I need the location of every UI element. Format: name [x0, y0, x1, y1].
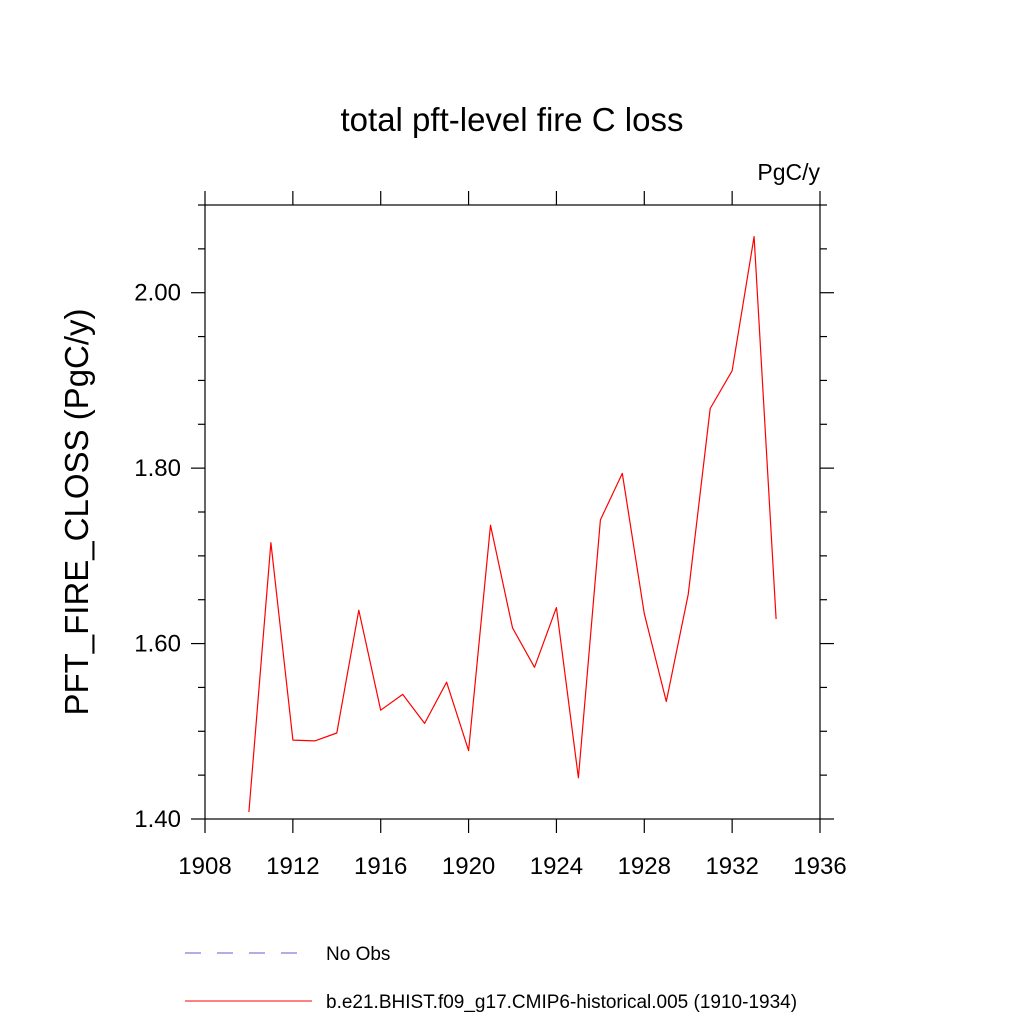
plot-frame: [204, 204, 821, 820]
y-tick-label: 1.60: [134, 631, 181, 658]
series-line: [248, 236, 777, 813]
units-label: PgC/y: [757, 159, 820, 185]
legend-label: No Obs: [326, 944, 390, 965]
x-tick-label: 1912: [266, 853, 319, 880]
x-tick-label: 1920: [442, 853, 495, 880]
axis-ticks: 1908 1912 1916 1920 1924 1928 1932 1936 1.40 1.60…: [134, 191, 847, 880]
y-tick-label: 1.40: [134, 806, 181, 833]
y-tick-label: 2.00: [134, 280, 181, 307]
legend-label: b.e21.BHIST.f09_g17.CMIP6-historical.005…: [326, 992, 797, 1013]
x-tick-label: 1936: [793, 853, 846, 880]
x-tick-label: 1924: [530, 853, 583, 880]
x-tick-label: 1908: [178, 853, 231, 880]
x-tick-label: 1928: [618, 853, 671, 880]
y-tick-label: 1.80: [134, 455, 181, 482]
series-lines: [248, 236, 777, 813]
legend: No Obs b.e21.BHIST.f09_g17.CMIP6-historic…: [185, 944, 797, 1013]
x-tick-label: 1916: [354, 853, 407, 880]
y-axis-label: PFT_FIRE_CLOSS (PgC/y): [58, 308, 95, 715]
x-tick-label: 1932: [705, 853, 758, 880]
chart-title: total pft-level fire C loss: [341, 101, 684, 138]
